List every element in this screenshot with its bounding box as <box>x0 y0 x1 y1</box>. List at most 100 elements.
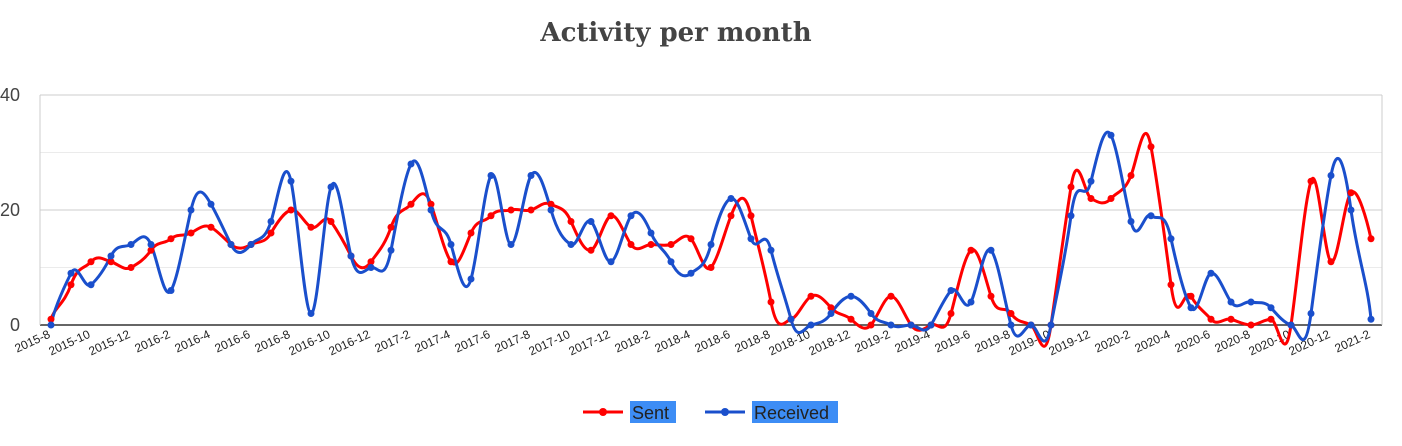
data-point-received[interactable] <box>227 241 235 248</box>
data-point-received[interactable] <box>747 235 755 243</box>
data-point-received[interactable] <box>1047 321 1055 329</box>
data-point-received[interactable] <box>107 252 115 260</box>
data-point-sent[interactable] <box>167 235 175 243</box>
data-point-received[interactable] <box>147 241 155 248</box>
data-point-sent[interactable] <box>187 229 195 237</box>
data-point-received[interactable] <box>647 229 655 237</box>
data-point-sent[interactable] <box>1227 315 1235 323</box>
data-point-received[interactable] <box>1267 304 1275 312</box>
data-point-received[interactable] <box>427 206 435 214</box>
data-point-received[interactable] <box>807 321 815 329</box>
data-point-sent[interactable] <box>627 241 635 248</box>
data-point-sent[interactable] <box>1207 315 1215 323</box>
data-point-received[interactable] <box>367 264 375 271</box>
data-point-sent[interactable] <box>207 223 215 231</box>
data-point-received[interactable] <box>707 241 715 248</box>
data-point-received[interactable] <box>567 241 575 248</box>
data-point-received[interactable] <box>467 275 475 283</box>
data-point-received[interactable] <box>1247 298 1255 306</box>
data-point-received[interactable] <box>87 281 95 289</box>
data-point-received[interactable] <box>347 252 355 260</box>
data-point-sent[interactable] <box>1367 235 1375 243</box>
data-point-received[interactable] <box>607 258 615 266</box>
data-point-sent[interactable] <box>447 258 455 266</box>
data-point-sent[interactable] <box>1007 310 1015 317</box>
data-point-received[interactable] <box>547 206 555 214</box>
data-point-received[interactable] <box>927 321 935 329</box>
data-point-sent[interactable] <box>1087 195 1095 202</box>
data-point-sent[interactable] <box>567 218 575 225</box>
legend-label-sent[interactable]: Sent <box>632 403 669 423</box>
data-point-received[interactable] <box>827 310 835 317</box>
legend-label-received[interactable]: Received <box>754 403 829 423</box>
data-point-received[interactable] <box>1127 218 1135 225</box>
data-point-sent[interactable] <box>607 212 615 220</box>
data-point-sent[interactable] <box>747 212 755 220</box>
data-point-received[interactable] <box>687 269 695 277</box>
data-point-received[interactable] <box>847 292 855 300</box>
data-point-sent[interactable] <box>307 223 315 231</box>
data-point-received[interactable] <box>1087 177 1095 185</box>
data-point-received[interactable] <box>947 287 955 294</box>
data-point-sent[interactable] <box>1147 143 1155 151</box>
data-point-received[interactable] <box>1347 206 1355 214</box>
data-point-received[interactable] <box>507 241 515 248</box>
data-point-sent[interactable] <box>127 264 135 271</box>
data-point-received[interactable] <box>1067 212 1075 220</box>
data-point-sent[interactable] <box>367 258 375 266</box>
data-point-received[interactable] <box>1147 212 1155 220</box>
data-point-received[interactable] <box>247 241 255 248</box>
data-point-sent[interactable] <box>827 304 835 312</box>
data-point-sent[interactable] <box>587 246 595 254</box>
data-point-sent[interactable] <box>667 241 675 248</box>
data-point-sent[interactable] <box>487 212 495 220</box>
data-point-sent[interactable] <box>1327 258 1335 266</box>
data-point-sent[interactable] <box>1167 281 1175 289</box>
data-point-received[interactable] <box>1207 269 1215 277</box>
data-point-sent[interactable] <box>87 258 95 266</box>
data-point-received[interactable] <box>1107 131 1115 139</box>
data-point-sent[interactable] <box>647 241 655 248</box>
data-point-received[interactable] <box>967 298 975 306</box>
data-point-received[interactable] <box>187 206 195 214</box>
data-point-received[interactable] <box>487 172 495 179</box>
data-point-sent[interactable] <box>1307 177 1315 185</box>
data-point-received[interactable] <box>1167 235 1175 243</box>
data-point-received[interactable] <box>307 310 315 317</box>
data-point-received[interactable] <box>527 172 535 179</box>
data-point-sent[interactable] <box>547 200 555 208</box>
data-point-sent[interactable] <box>107 258 115 266</box>
data-point-sent[interactable] <box>527 206 535 214</box>
data-point-received[interactable] <box>1327 172 1335 179</box>
data-point-sent[interactable] <box>1127 172 1135 179</box>
data-point-sent[interactable] <box>1187 292 1195 300</box>
data-point-sent[interactable] <box>947 310 955 317</box>
data-point-sent[interactable] <box>507 206 515 214</box>
data-point-received[interactable] <box>167 287 175 294</box>
data-point-sent[interactable] <box>327 218 335 225</box>
data-point-sent[interactable] <box>727 212 735 220</box>
data-point-received[interactable] <box>327 183 335 191</box>
data-point-received[interactable] <box>1367 315 1375 323</box>
data-point-sent[interactable] <box>867 321 875 329</box>
data-point-received[interactable] <box>727 195 735 202</box>
data-point-received[interactable] <box>1187 304 1195 312</box>
data-point-received[interactable] <box>887 321 895 329</box>
data-point-sent[interactable] <box>687 235 695 243</box>
data-point-received[interactable] <box>907 321 915 329</box>
data-point-sent[interactable] <box>1267 315 1275 323</box>
data-point-sent[interactable] <box>467 229 475 237</box>
data-point-received[interactable] <box>1027 321 1035 329</box>
data-point-sent[interactable] <box>987 292 995 300</box>
data-point-sent[interactable] <box>287 206 295 214</box>
data-point-received[interactable] <box>207 200 215 208</box>
data-point-sent[interactable] <box>807 292 815 300</box>
data-point-sent[interactable] <box>1067 183 1075 191</box>
data-point-received[interactable] <box>67 269 75 277</box>
data-point-received[interactable] <box>1007 321 1015 329</box>
data-point-received[interactable] <box>667 258 675 266</box>
data-point-sent[interactable] <box>767 298 775 306</box>
data-point-sent[interactable] <box>427 200 435 208</box>
data-point-received[interactable] <box>1287 321 1295 329</box>
data-point-sent[interactable] <box>47 315 55 323</box>
